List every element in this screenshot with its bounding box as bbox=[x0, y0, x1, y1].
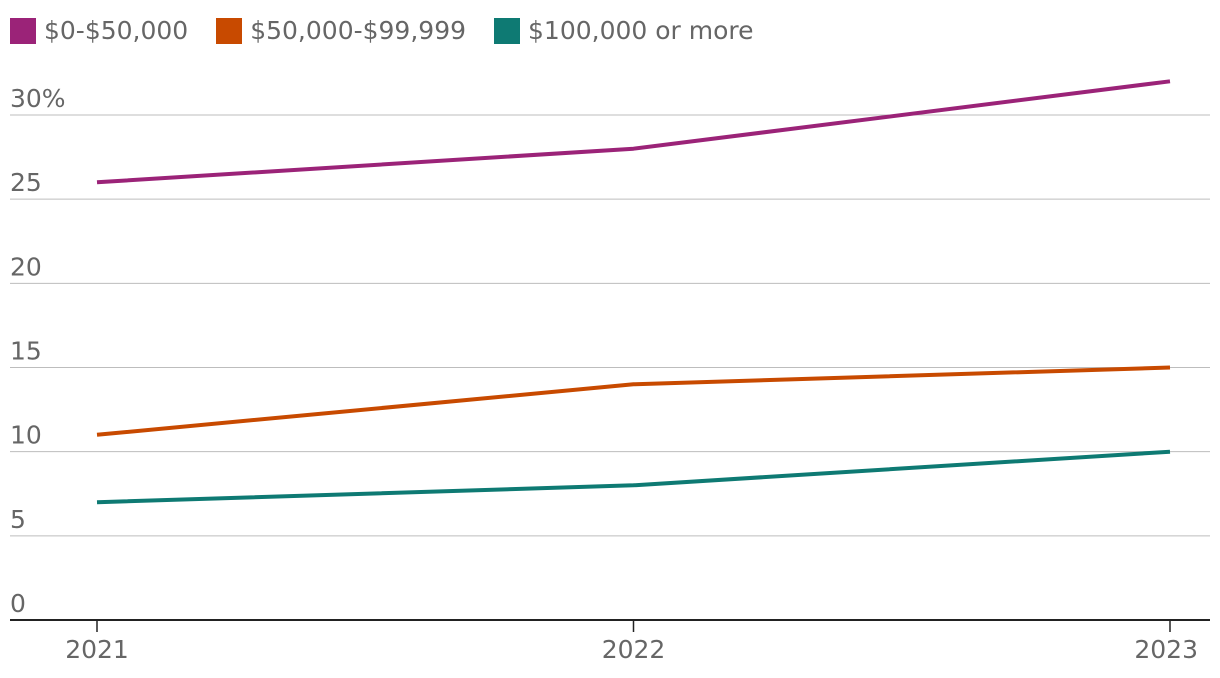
series-line-high-income bbox=[96, 449, 1171, 505]
legend-swatch-low-income bbox=[10, 18, 36, 44]
x-tick-label-2023: 2023 bbox=[1134, 635, 1198, 664]
y-tick-label-25: 25 bbox=[10, 168, 42, 197]
y-tick-label-20: 20 bbox=[10, 252, 42, 281]
legend-label-high-income: $100,000 or more bbox=[528, 16, 754, 45]
legend-label-low-income: $0-$50,000 bbox=[44, 16, 189, 45]
legend-label-middle-income: $50,000-$99,999 bbox=[250, 16, 467, 45]
x-tick-label-2022: 2022 bbox=[602, 635, 666, 664]
y-axis-tick-labels: 0 5 10 15 20 25 30% bbox=[10, 84, 66, 618]
y-tick-label-0: 0 bbox=[10, 589, 26, 618]
series-line-middle-income bbox=[96, 365, 1171, 437]
y-tick-label-30: 30% bbox=[10, 84, 66, 113]
x-tick-label-2021: 2021 bbox=[65, 635, 129, 664]
legend-swatch-high-income bbox=[494, 18, 521, 44]
grid-lines bbox=[10, 114, 1210, 537]
x-axis: 2021 2022 2023 bbox=[10, 619, 1210, 664]
y-tick-label-10: 10 bbox=[10, 421, 42, 450]
chart-legend: $0-$50,000 $50,000-$99,999 $100,000 or m… bbox=[10, 14, 754, 48]
series-lines bbox=[96, 79, 1171, 505]
y-tick-label-15: 15 bbox=[10, 337, 42, 366]
legend-item-middle-income: $50,000-$99,999 bbox=[216, 16, 466, 46]
series-line-low-income bbox=[96, 79, 1171, 185]
legend-item-low-income: $0-$50,000 bbox=[10, 16, 188, 46]
legend-item-high-income: $100,000 or more bbox=[494, 16, 754, 46]
legend-swatch-middle-income bbox=[216, 18, 243, 44]
y-tick-label-5: 5 bbox=[10, 505, 26, 534]
